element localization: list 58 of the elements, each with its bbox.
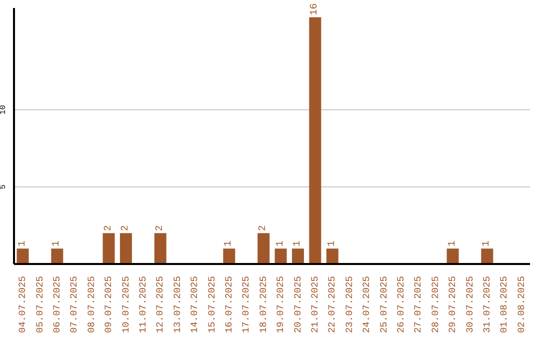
bar [102, 233, 115, 264]
x-tick-label: 23.07.2025 [344, 276, 355, 334]
x-tick-label: 19.07.2025 [275, 276, 286, 334]
x-tick-label: 24.07.2025 [361, 276, 372, 334]
x-tick-label: 11.07.2025 [138, 276, 148, 334]
x-tick-label: 17.07.2025 [240, 276, 252, 334]
data-label: 1 [17, 240, 28, 247]
x-tick-label: 20.07.2025 [292, 276, 304, 334]
x-tick-label: 14.07.2025 [189, 276, 200, 334]
x-tick-label: 29.07.2025 [447, 276, 458, 334]
x-tick-label: 28.07.2025 [430, 276, 441, 334]
bar [309, 17, 322, 264]
x-tick-label: 08.07.2025 [86, 276, 97, 334]
data-label: 2 [258, 225, 270, 232]
data-label: 1 [52, 240, 63, 247]
bar [326, 248, 338, 264]
x-tick-label: 27.07.2025 [412, 276, 424, 334]
bar [258, 233, 270, 264]
x-tick-label: 09.07.2025 [103, 276, 114, 334]
bar [223, 248, 236, 264]
data-label: 1 [482, 240, 493, 247]
data-label: 2 [154, 225, 166, 232]
bar [446, 248, 459, 264]
x-tick-label: 18.07.2025 [258, 276, 269, 334]
bar [274, 248, 287, 264]
bar [120, 233, 132, 264]
data-label: 1 [224, 240, 235, 247]
x-tick-label: 30.07.2025 [464, 276, 476, 334]
data-label: 1 [275, 240, 286, 247]
data-label: 2 [103, 225, 114, 232]
data-label: 2 [120, 225, 132, 232]
x-tick-label: 31.07.2025 [482, 276, 492, 334]
x-tick-label: 10.07.2025 [120, 276, 132, 334]
bar [16, 248, 29, 264]
x-tick-label: 02.08.2025 [516, 276, 527, 334]
bar [51, 248, 64, 264]
data-label: 1 [447, 240, 458, 247]
x-tick-label: 07.07.2025 [68, 276, 80, 334]
x-tick-label: 26.07.2025 [396, 276, 406, 334]
bar [481, 248, 494, 264]
x-tick-label: 12.07.2025 [154, 276, 166, 334]
x-tick-label: 15.07.2025 [206, 276, 218, 334]
x-tick-label: 13.07.2025 [172, 276, 183, 334]
bar [154, 233, 166, 264]
x-tick-label: 05.07.2025 [34, 276, 46, 334]
x-tick-label: 04.07.2025 [17, 276, 28, 334]
x-tick-label: 01.08.2025 [498, 276, 510, 334]
data-label: 1 [326, 240, 338, 247]
x-tick-label: 22.07.2025 [326, 276, 338, 334]
x-tick-label: 16.07.2025 [224, 276, 234, 334]
data-label: 16 [310, 3, 321, 16]
x-tick-label: 25.07.2025 [378, 276, 390, 334]
bar [292, 248, 304, 264]
y-tick-label: 10 [0, 104, 8, 115]
y-tick-label: 5 [0, 184, 8, 190]
x-tick-label: 21.07.2025 [310, 276, 320, 334]
data-label: 1 [292, 240, 304, 247]
x-tick-label: 06.07.2025 [52, 276, 62, 334]
